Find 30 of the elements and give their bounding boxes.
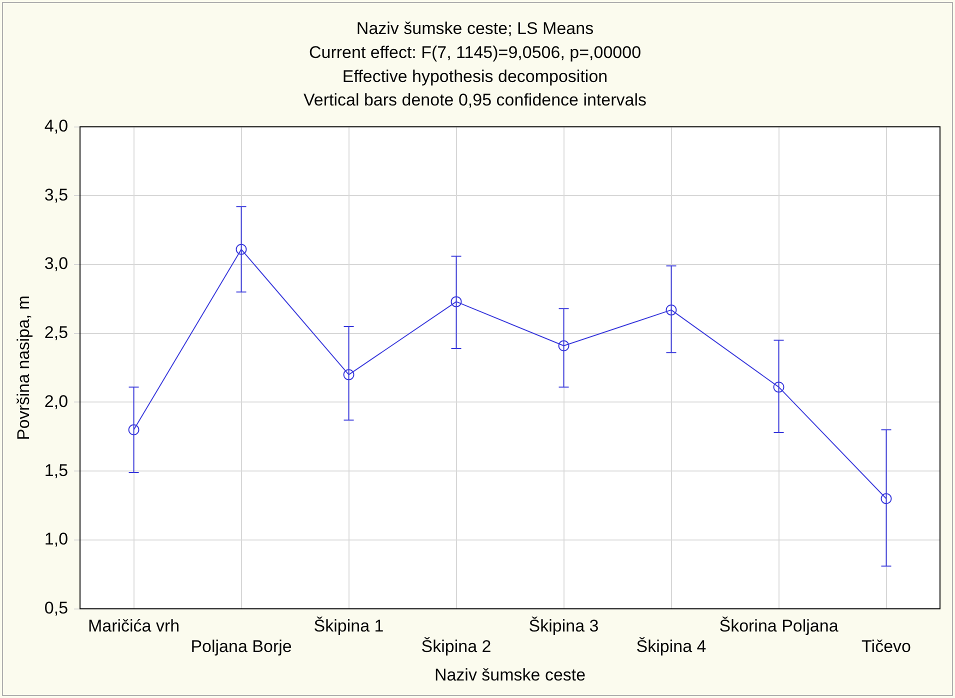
- y-tick-label: 1,0: [44, 530, 68, 549]
- chart-title: Naziv šumske ceste; LS Means: [356, 18, 594, 38]
- point: [880, 493, 892, 504]
- x-tick-label: Škipina 3: [528, 616, 599, 636]
- text: Vertical bars denote 0,95 confidence intervals: [303, 90, 647, 110]
- point: [128, 424, 140, 436]
- point: [666, 304, 677, 316]
- point: [558, 340, 570, 352]
- x-tick-label: Maričića vrh: [88, 616, 180, 636]
- point: [773, 382, 784, 393]
- y-tick-label: 2,5: [44, 323, 68, 342]
- x-tick-label: Škorina Poljana: [719, 616, 839, 636]
- chart-subtitle: Current effect: F(7, 1145)=9,0506, p=,00000: [308, 42, 642, 62]
- y-axis-title: Površina nasipa, m: [14, 296, 33, 440]
- y-tick-label: 3,0: [44, 254, 68, 274]
- point: [343, 369, 354, 380]
- x-tick-label: Poljana Borje: [190, 637, 292, 656]
- x-tick-label: Škipina 1: [314, 616, 384, 636]
- y-tick-label: 0,5: [44, 598, 68, 618]
- point: [450, 296, 462, 308]
- y-tick-label: 2,0: [44, 392, 68, 411]
- point: [236, 244, 247, 255]
- x-tick-label: Škipina 2: [421, 637, 492, 656]
- x-tick-label: Škipina 4: [636, 637, 706, 656]
- y-tick-label: 4,0: [44, 116, 68, 136]
- text: Effective hypothesis decomposition: [342, 66, 608, 86]
- y-tick-label: 3,5: [44, 185, 68, 204]
- x-tick-label: Tičevo: [862, 637, 911, 656]
- y-tick-label: 1,5: [44, 460, 68, 480]
- x-axis-title: Naziv šumske ceste: [434, 665, 586, 684]
